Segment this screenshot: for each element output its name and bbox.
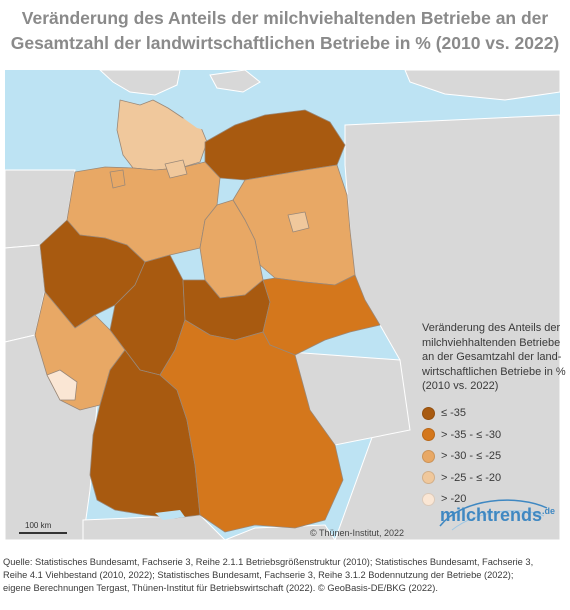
- map-panel: [5, 70, 560, 540]
- legend-label: > -30 - ≤ -25: [441, 450, 502, 462]
- legend-swatch: [422, 449, 435, 463]
- state-hamburg: [164, 159, 188, 179]
- legend-items: ≤ -35 > -35 - ≤ -30 > -30 - ≤ -25 > -25 …: [422, 403, 570, 511]
- legend-title-line: wirtschaftlichen Betriebe in %: [422, 365, 566, 378]
- source-line: Reihe 4.1 Viehbestand (2010, 2022); Stat…: [3, 570, 514, 580]
- scale-bar: [19, 532, 67, 534]
- source-line: eigene Berechnungen Tergast, Thünen-Inst…: [3, 583, 438, 593]
- legend-item: > -20: [422, 489, 570, 511]
- legend-title-line: (2010 vs. 2022): [422, 380, 499, 392]
- legend-swatch: [422, 428, 435, 442]
- baltic-bay: [183, 112, 205, 130]
- denmark-land: [99, 70, 181, 96]
- legend-swatch: [422, 471, 435, 485]
- legend-title-line: an der Gesamtzahl der land-: [422, 351, 562, 363]
- state-schleswig-holstein: [116, 99, 208, 171]
- danish-island: [209, 70, 261, 93]
- logo-swoosh-icon: [439, 499, 548, 531]
- source-line: Quelle: Statistisches Bundesamt, Fachser…: [3, 557, 534, 567]
- lake-constance: [155, 510, 185, 520]
- legend-item: > -35 - ≤ -30: [422, 424, 570, 446]
- milchtrends-logo: milchtrends.de: [440, 505, 555, 526]
- legend-item: > -30 - ≤ -25: [422, 446, 570, 468]
- austria-land: [224, 524, 336, 540]
- scale-label: 100 km: [25, 521, 52, 530]
- state-saarland: [46, 369, 78, 401]
- legend-swatch: [422, 492, 435, 506]
- legend-title: Veränderung des Anteils der milchviehhal…: [422, 321, 570, 394]
- water-bodies: [155, 112, 205, 520]
- legend-swatch: [422, 406, 435, 420]
- logo-text: milchtrends: [440, 505, 543, 525]
- copyright-notice: © Thünen-Institut, 2022: [310, 528, 405, 538]
- legend-label: > -35 - ≤ -30: [441, 428, 502, 441]
- legend-title-line: Veränderung des Anteils der: [422, 322, 561, 334]
- legend-item: ≤ -35: [422, 403, 570, 425]
- sweden-land: [404, 70, 560, 101]
- state-bayern: [159, 319, 344, 533]
- legend-label: ≤ -35: [441, 407, 466, 419]
- legend-label: > -20: [441, 493, 467, 505]
- map-legend: Veränderung des Anteils der milchviehhal…: [422, 321, 570, 510]
- source-note: Quelle: Statistisches Bundesamt, Fachser…: [3, 556, 567, 595]
- switzerland-land: [82, 514, 226, 540]
- map-title-line-2: Gesamtzahl der landwirtschaftlichen Betr…: [10, 33, 560, 53]
- logo-suffix: .de: [542, 506, 556, 516]
- map-title-line-1: Veränderung des Anteils der milchviehalt…: [21, 8, 549, 28]
- legend-label: > -25 - ≤ -20: [441, 471, 502, 484]
- germany-map: [5, 70, 560, 540]
- legend-item: > -25 - ≤ -20: [422, 467, 570, 489]
- state-berlin: [287, 211, 310, 233]
- map-title: Veränderung des Anteils der milchviehalt…: [0, 6, 570, 56]
- state-bremen: [109, 169, 126, 189]
- legend-title-line: milchviehhaltenden Betriebe: [422, 336, 561, 349]
